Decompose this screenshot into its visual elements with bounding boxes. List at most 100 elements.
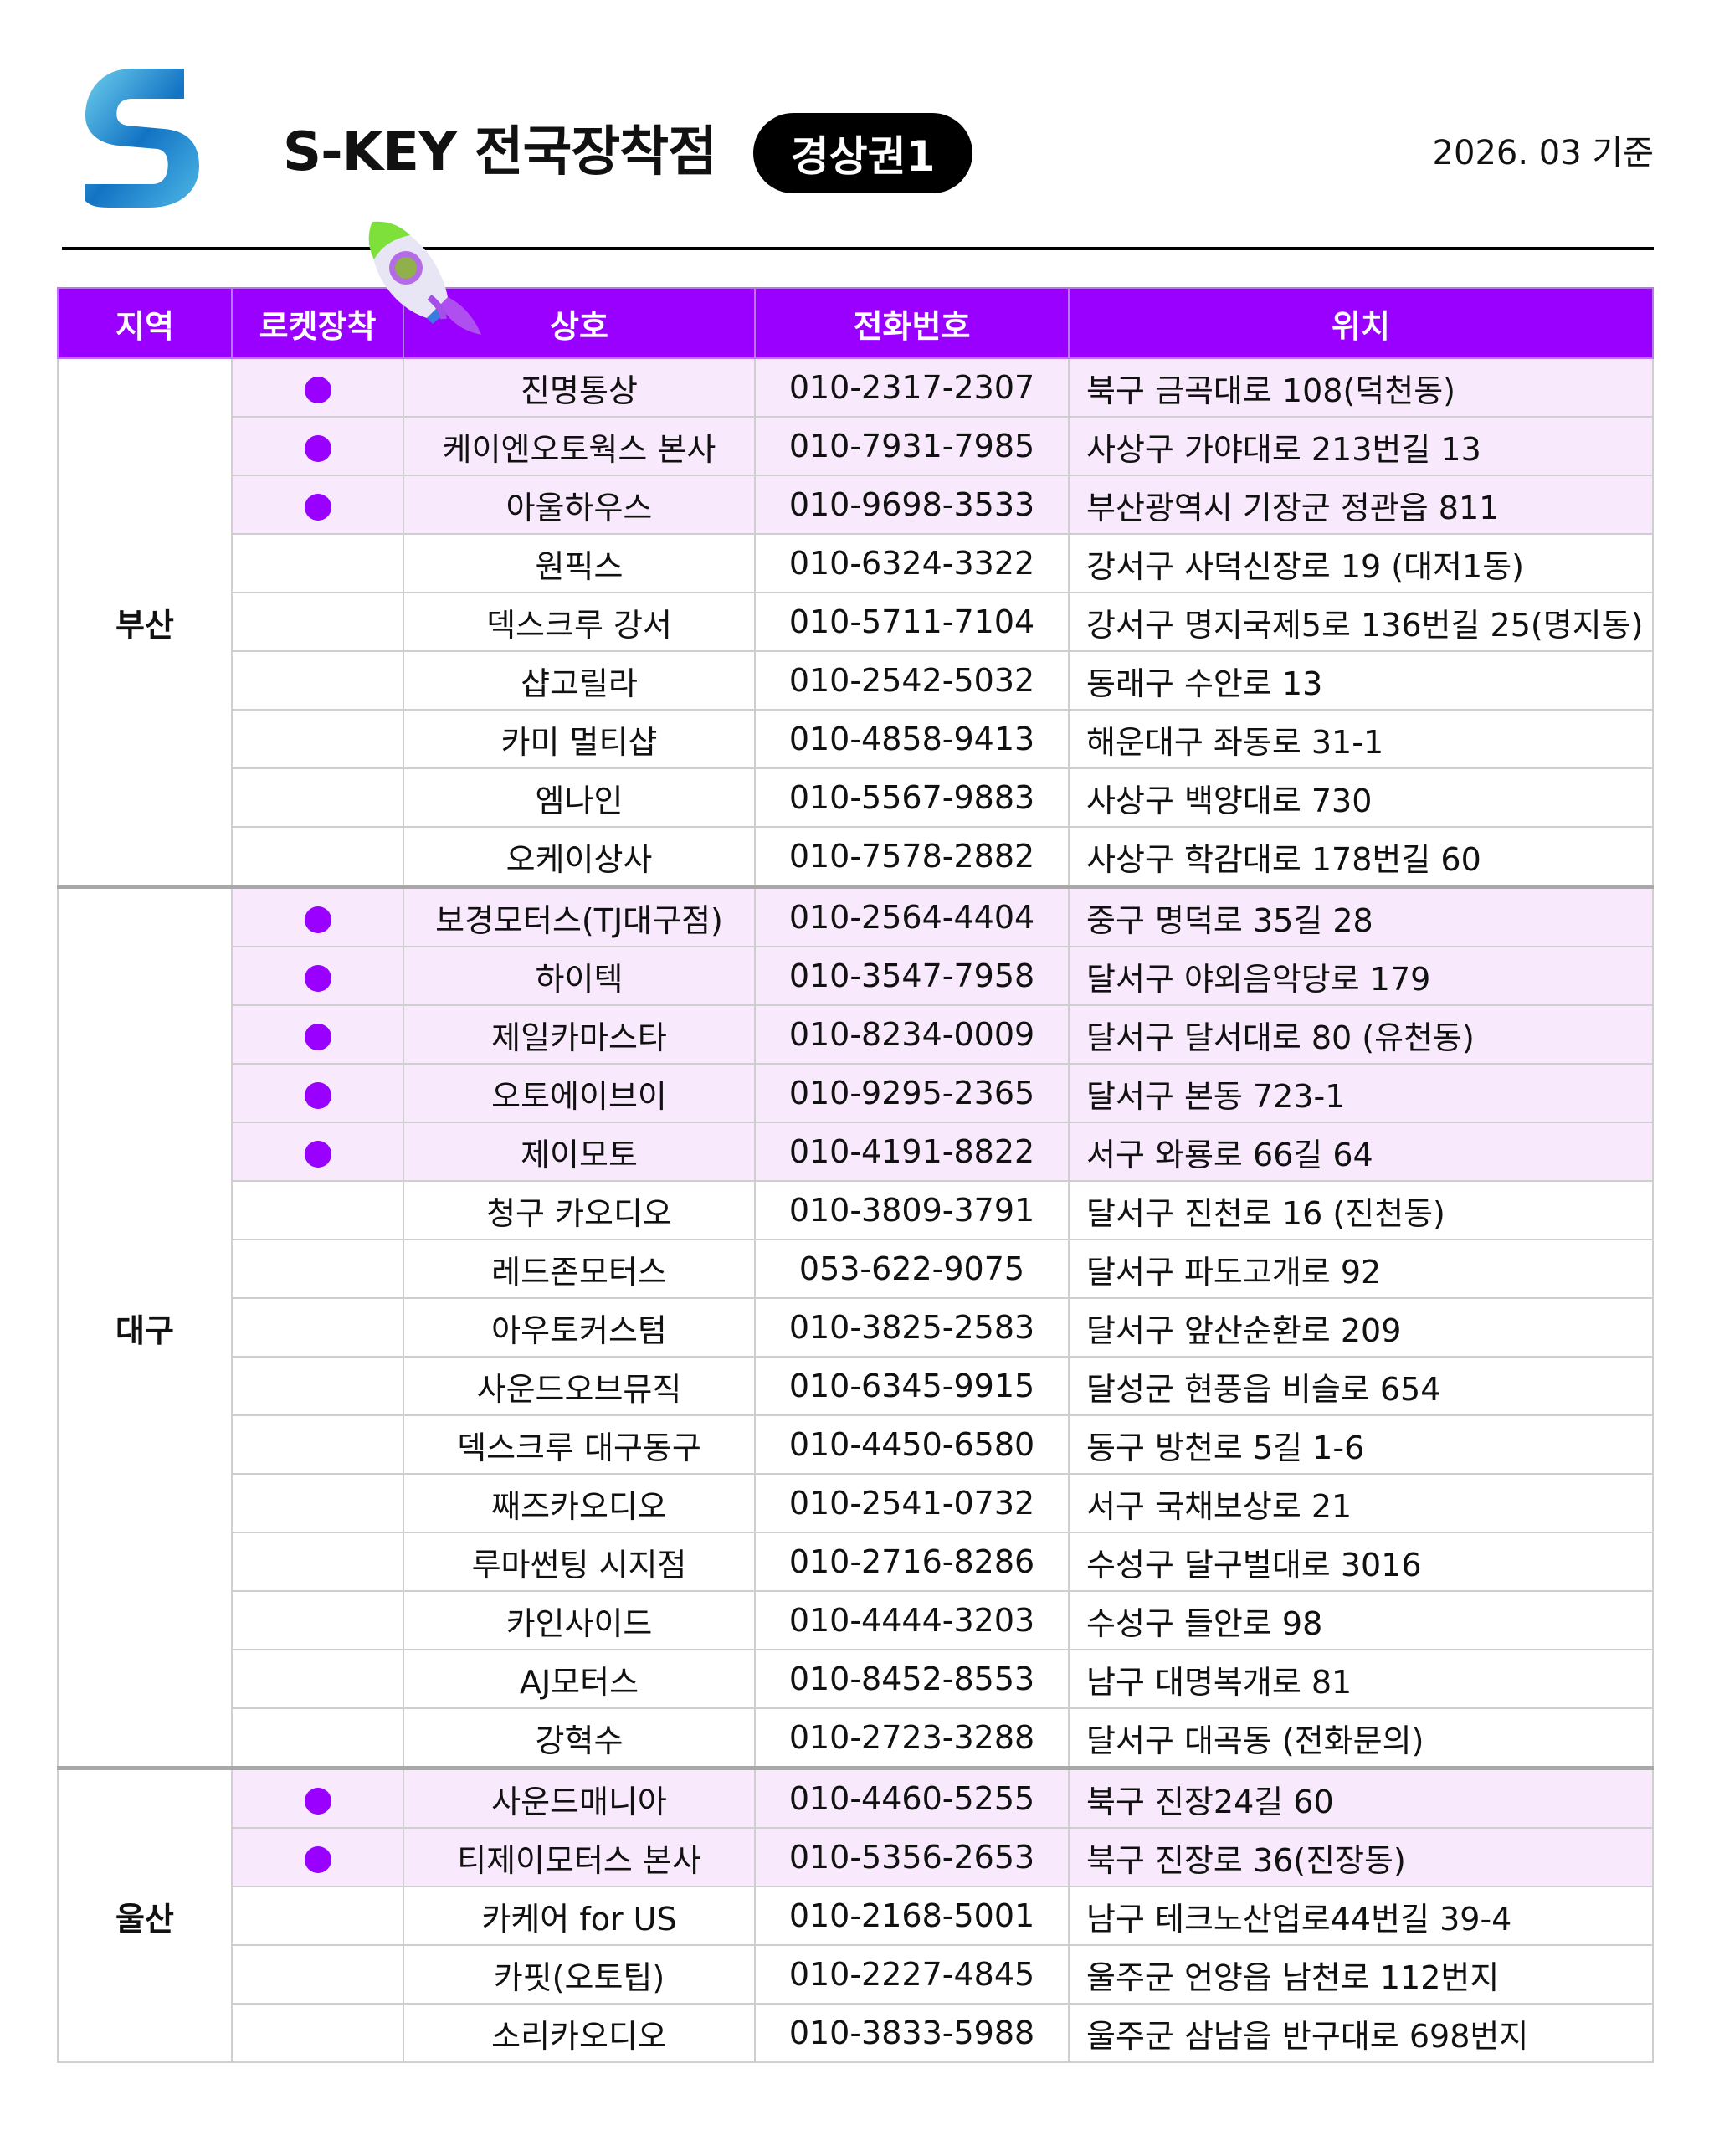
store-name: 카핏(오토팁) <box>403 1944 756 2005</box>
rocket-cell <box>231 1944 404 2005</box>
rocket-cell <box>231 1886 404 1946</box>
store-name: 오케이상사 <box>403 826 756 888</box>
table-row: AJ모터스 010-8452-8553 남구 대명복개로 81 <box>58 1649 1654 1709</box>
rocket-cell <box>231 767 404 828</box>
store-name: 샵고릴라 <box>403 650 756 711</box>
store-location: 동래구 수안로 13 <box>1068 650 1654 711</box>
store-location: 북구 진장로 36(진장동) <box>1068 1827 1654 1887</box>
store-location: 북구 진장24길 60 <box>1068 1766 1654 1829</box>
table-row: 하이텍 010-3547-7958 달서구 야외음악당로 179 <box>58 946 1654 1006</box>
store-name: 사운드매니아 <box>403 1766 756 1829</box>
store-phone: 010-6324-3322 <box>754 533 1070 593</box>
table-row: 샵고릴라 010-2542-5032 동래구 수안로 13 <box>58 650 1654 711</box>
rocket-cell <box>231 1827 404 1887</box>
store-location: 달서구 달서대로 80 (유천동) <box>1068 1004 1654 1065</box>
store-phone: 010-5356-2653 <box>754 1827 1070 1887</box>
store-phone: 010-2317-2307 <box>754 357 1070 418</box>
rocket-installed-dot-icon <box>304 1140 331 1168</box>
store-location: 사상구 백양대로 730 <box>1068 767 1654 828</box>
rocket-installed-dot-icon <box>304 964 331 992</box>
store-phone: 010-2716-8286 <box>754 1532 1070 1592</box>
store-phone: 010-8452-8553 <box>754 1649 1070 1709</box>
table-row: 원픽스 010-6324-3322 강서구 사덕신장로 19 (대저1동) <box>58 533 1654 593</box>
store-location: 남구 대명복개로 81 <box>1068 1649 1654 1709</box>
table-row: 티제이모터스 본사 010-5356-2653 북구 진장로 36(진장동) <box>58 1827 1654 1887</box>
store-phone: 010-3825-2583 <box>754 1297 1070 1358</box>
store-location: 부산광역시 기장군 정관읍 811 <box>1068 475 1654 535</box>
store-phone: 010-4191-8822 <box>754 1122 1070 1182</box>
store-phone: 010-5711-7104 <box>754 592 1070 652</box>
store-name: 소리카오디오 <box>403 2003 756 2063</box>
rocket-installed-dot-icon <box>304 1787 331 1815</box>
rocket-cell <box>231 885 404 947</box>
s-key-logo <box>85 69 199 208</box>
table-row: 레드존모터스 053-622-9075 달서구 파도고개로 92 <box>58 1239 1654 1299</box>
table-row: 청구 카오디오 010-3809-3791 달서구 진천로 16 (진천동) <box>58 1180 1654 1240</box>
store-name: 강혁수 <box>403 1707 756 1769</box>
table-row: 울산 사운드매니아 010-4460-5255 북구 진장24길 60 <box>57 1766 1654 2063</box>
store-name: 오토에이브이 <box>403 1063 756 1123</box>
table-row: 제이모토 010-4191-8822 서구 와룡로 66길 64 <box>58 1122 1654 1182</box>
store-name: 사운드오브뮤직 <box>403 1356 756 1416</box>
store-phone: 010-2227-4845 <box>754 1944 1070 2005</box>
store-location: 서구 와룡로 66길 64 <box>1068 1122 1654 1182</box>
store-location: 달서구 앞산순환로 209 <box>1068 1297 1654 1358</box>
store-phone: 010-2168-5001 <box>754 1886 1070 1946</box>
rocket-cell <box>231 946 404 1006</box>
store-phone: 010-4450-6580 <box>754 1414 1070 1475</box>
table-row: 아울하우스 010-9698-3533 부산광역시 기장군 정관읍 811 <box>58 475 1654 535</box>
rocket-cell <box>231 1356 404 1416</box>
store-phone: 010-2564-4404 <box>754 885 1070 947</box>
store-phone: 053-622-9075 <box>754 1239 1070 1299</box>
column-header-region: 지역 <box>57 287 233 359</box>
store-location: 달서구 진천로 16 (진천동) <box>1068 1180 1654 1240</box>
store-phone: 010-2542-5032 <box>754 650 1070 711</box>
region-badge: 경상권1 <box>753 113 972 193</box>
store-location: 동구 방천로 5길 1-6 <box>1068 1414 1654 1475</box>
rocket-cell <box>231 1707 404 1769</box>
table-row: 카미 멀티샵 010-4858-9413 해운대구 좌동로 31-1 <box>58 709 1654 769</box>
store-name: 카인사이드 <box>403 1590 756 1650</box>
store-name: 보경모터스(TJ대구점) <box>403 885 756 947</box>
store-name: 케이엔오토웍스 본사 <box>403 416 756 476</box>
table-row: 아우토커스텀 010-3825-2583 달서구 앞산순환로 209 <box>58 1297 1654 1358</box>
rocket-installed-dot-icon <box>304 493 331 521</box>
region-cell: 부산 <box>57 357 233 888</box>
region-cell: 대구 <box>57 885 233 1769</box>
store-location: 남구 테크노산업로44번길 39-4 <box>1068 1886 1654 1946</box>
store-name: 제이모토 <box>403 1122 756 1182</box>
store-phone: 010-4444-3203 <box>754 1590 1070 1650</box>
store-name: 덱스크루 강서 <box>403 592 756 652</box>
rocket-cell <box>231 475 404 535</box>
store-location: 달성군 현풍읍 비슬로 654 <box>1068 1356 1654 1416</box>
rocket-cell <box>231 1532 404 1592</box>
table-row: 덱스크루 강서 010-5711-7104 강서구 명지국제5로 136번길 25(… <box>58 592 1654 652</box>
store-location: 울주군 언양읍 남천로 112번지 <box>1068 1944 1654 2005</box>
table-row: 카핏(오토팁) 010-2227-4845 울주군 언양읍 남천로 112번지 <box>58 1944 1654 2005</box>
table-row: 부산 진명통상 010-2317-2307 북구 금곡대로 108(덕천동) <box>57 357 1654 888</box>
store-location: 달서구 야외음악당로 179 <box>1068 946 1654 1006</box>
table-row: 오토에이브이 010-9295-2365 달서구 본동 723-1 <box>58 1063 1654 1123</box>
date-label: 2026. 03 기준 <box>1432 134 1654 172</box>
store-name: AJ모터스 <box>403 1649 756 1709</box>
store-name: 덱스크루 대구동구 <box>403 1414 756 1475</box>
store-location: 달서구 본동 723-1 <box>1068 1063 1654 1123</box>
store-location: 중구 명덕로 35길 28 <box>1068 885 1654 947</box>
store-location: 달서구 대곡동 (전화문의) <box>1068 1707 1654 1769</box>
store-table: 지역 로켓장착 상호 전화번호 위치 부산 진명통상 010-2317-2307 북구… <box>57 287 1654 2063</box>
column-header-location: 위치 <box>1068 287 1654 359</box>
store-phone: 010-3809-3791 <box>754 1180 1070 1240</box>
store-name: 레드존모터스 <box>403 1239 756 1299</box>
rocket-cell <box>231 709 404 769</box>
table-row: 덱스크루 대구동구 010-4450-6580 동구 방천로 5길 1-6 <box>58 1414 1654 1475</box>
store-location: 사상구 학감대로 178번길 60 <box>1068 826 1654 888</box>
store-name: 엠나인 <box>403 767 756 828</box>
store-phone: 010-4460-5255 <box>754 1766 1070 1829</box>
rocket-cell <box>231 592 404 652</box>
column-header-phone: 전화번호 <box>754 287 1070 359</box>
region-cell: 울산 <box>57 1766 233 2063</box>
table-row: 대구 보경모터스(TJ대구점) 010-2564-4404 중구 명덕로 35길 28 <box>57 885 1654 1769</box>
rocket-cell <box>231 826 404 888</box>
store-location: 해운대구 좌동로 31-1 <box>1068 709 1654 769</box>
table-row: 엠나인 010-5567-9883 사상구 백양대로 730 <box>58 767 1654 828</box>
